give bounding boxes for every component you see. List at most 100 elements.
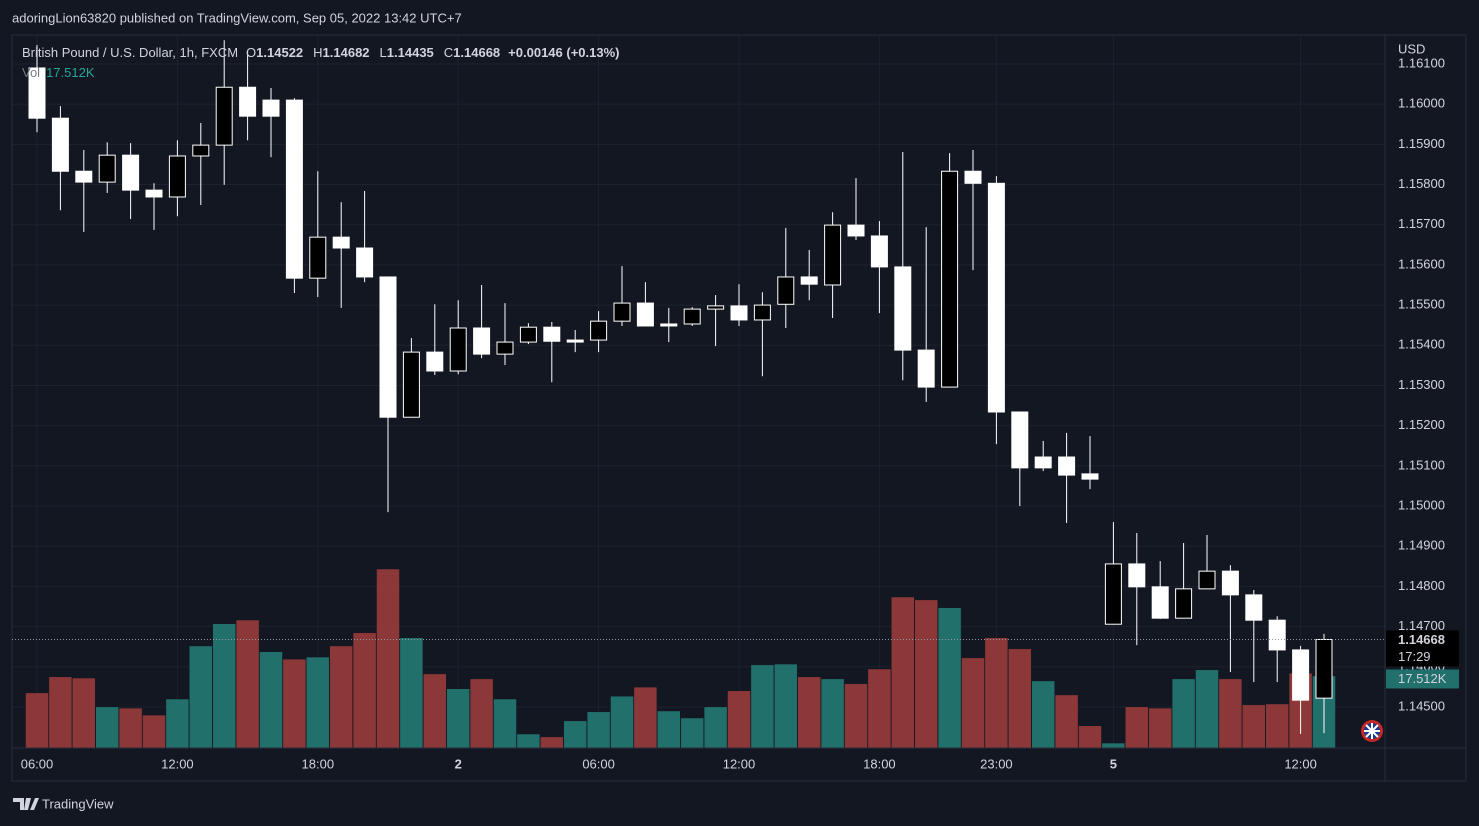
volume-bar [680,717,704,749]
volume-bar [633,686,658,749]
y-tick-label: 1.16100 [1398,55,1445,70]
volume-bar [1242,704,1266,749]
volume-bar [1171,678,1196,749]
y-tick-label: 1.14900 [1398,538,1445,553]
volume-bar [703,706,728,749]
volume-layer [25,568,1336,749]
volume-bar [1101,742,1126,749]
symbol-title: British Pound / U.S. Dollar, 1h, FXCM [22,45,238,60]
volume-bar [352,632,377,749]
brand-icon [13,798,39,810]
x-tick-label: 5 [1110,756,1117,771]
candle-body [1245,594,1263,621]
volume-bar [610,695,634,749]
ohlc-value: 1.14522 [256,45,303,60]
ohlc-letter: C [444,45,453,60]
candle-body [660,323,678,327]
candle-body [1268,619,1286,651]
y-tick-label: 1.15100 [1398,457,1445,472]
volume-bar [446,688,470,749]
volume-bar [1031,680,1055,749]
candle-body [1221,570,1239,596]
volume-bar [914,599,938,749]
candle-body [964,170,982,184]
candle-body [1058,456,1076,476]
volume-bar [306,656,330,749]
volume-bar [820,678,845,749]
volume-value: 17.512K [46,65,95,80]
volume-bar [844,683,868,749]
y-tick-label: 1.15300 [1398,377,1445,392]
volume-bar [586,711,611,749]
x-tick-label: 06:00 [21,756,54,771]
volume-bar [25,692,49,749]
candle-body [426,351,444,372]
candle-body [496,341,514,355]
frame [11,34,1467,782]
candle-body [590,320,608,341]
candle-body [1151,586,1169,619]
candle-body [894,266,912,351]
volume-bar [1125,706,1149,749]
candle-body [707,305,725,310]
volume-bar [750,664,775,749]
volume-name: Vol [22,65,40,80]
ohlc-letter: H [313,45,322,60]
candle-body [730,305,748,321]
last-price-box [1386,630,1459,667]
candle-body [192,144,210,157]
candle-body [473,327,491,355]
volume-bar [118,707,143,749]
candle-body [753,304,771,321]
flag-icon[interactable] [1361,720,1383,742]
x-tick-label: 12:00 [1284,756,1317,771]
x-tick-label: 12:00 [161,756,194,771]
brand-logo[interactable]: TradingView [13,796,114,811]
published-note: adoringLion63820 published on TradingVie… [12,10,462,25]
volume-bar [1008,648,1032,749]
change-label: +0.00146 (+0.13%) [508,45,619,60]
candle-body [987,182,1005,413]
volume-bar [423,673,447,749]
candle-body [449,327,467,372]
legend-header: British Pound / U.S. Dollar, 1h, FXCM O1.… [22,45,619,60]
candle-body [51,117,69,172]
y-tick-label: 1.15600 [1398,256,1445,271]
last-price-label: 1.14668 [1398,632,1445,647]
volume-bar [1078,725,1102,749]
candle-body [28,67,46,119]
ohlc-value: 1.14682 [323,45,370,60]
volume-bar [1265,703,1289,749]
volume-bar [516,733,541,749]
candle-body [332,236,350,249]
x-tick-label: 23:00 [980,756,1013,771]
currency-label: USD [1398,41,1425,56]
candle-body [824,224,842,286]
y-tick-label: 1.15700 [1398,216,1445,231]
volume-bar [984,637,1009,749]
candle-body [1104,563,1122,625]
x-tick-label: 12:00 [723,756,756,771]
volume-bar [797,676,821,749]
y-tick-label: 1.15500 [1398,297,1445,312]
x-tick-label: 2 [455,756,462,771]
candle-body [1175,588,1193,619]
y-tick-label: 1.15800 [1398,176,1445,191]
volume-bar [657,710,681,749]
y-tick-label: 1.15000 [1398,497,1445,512]
candle-body [262,99,280,117]
candle-body [1081,473,1099,480]
candle-body [917,349,935,388]
ohlc-value: 1.14668 [453,45,500,60]
candle-body [379,276,397,418]
candle-body [145,189,163,198]
volume-bar [399,637,424,749]
volume-bar [727,690,751,749]
ohlc-letter: O [246,45,256,60]
volume-bar [774,663,798,749]
y-tick-label: 1.16000 [1398,96,1445,111]
volume-bar [961,657,985,749]
candle-body [309,236,327,279]
candle-body [98,154,116,183]
